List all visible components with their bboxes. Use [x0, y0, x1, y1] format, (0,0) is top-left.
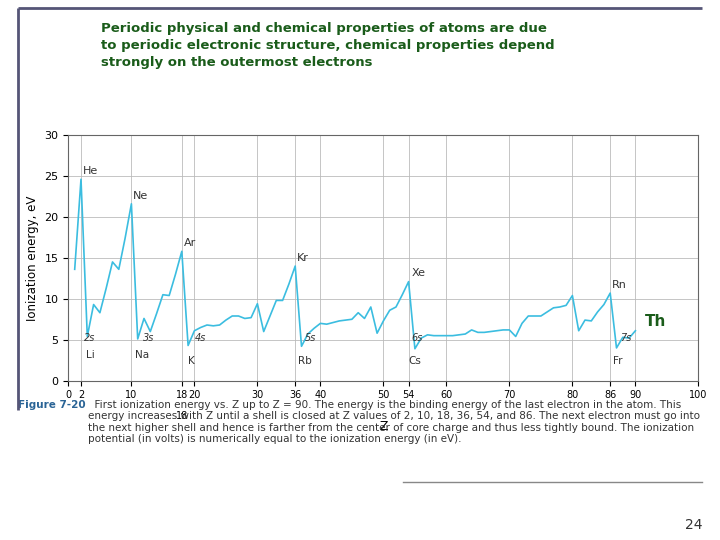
Text: Ar: Ar: [184, 238, 196, 248]
Text: Kr: Kr: [297, 253, 308, 263]
Text: Rb: Rb: [298, 356, 312, 366]
Text: K: K: [188, 356, 195, 366]
Text: Figure 7-20: Figure 7-20: [18, 400, 86, 410]
Text: Xe: Xe: [412, 268, 426, 278]
Text: 5s: 5s: [305, 333, 316, 342]
Text: Ne: Ne: [133, 191, 148, 200]
Text: Rn: Rn: [612, 280, 627, 290]
Text: 4s: 4s: [194, 333, 206, 342]
Text: Li: Li: [86, 349, 95, 360]
Text: 3s: 3s: [143, 333, 154, 342]
Text: Periodic physical and chemical properties of atoms are due
to periodic electroni: Periodic physical and chemical propertie…: [101, 22, 554, 69]
Text: 24: 24: [685, 518, 702, 532]
Text: He: He: [83, 166, 98, 176]
Text: 7s: 7s: [620, 333, 631, 342]
X-axis label: Z: Z: [379, 420, 387, 433]
Text: 2s: 2s: [84, 333, 96, 342]
Text: First ionization energy vs. Z up to Z = 90. The energy is the binding energy of : First ionization energy vs. Z up to Z = …: [89, 400, 701, 444]
Text: Na: Na: [135, 349, 148, 360]
Text: Cs: Cs: [409, 356, 421, 366]
Y-axis label: Ionization energy, eV: Ionization energy, eV: [26, 195, 39, 321]
Text: 6s: 6s: [412, 333, 423, 342]
Text: 18: 18: [176, 411, 188, 421]
Text: Fr: Fr: [613, 356, 623, 366]
Text: Th: Th: [645, 314, 666, 329]
